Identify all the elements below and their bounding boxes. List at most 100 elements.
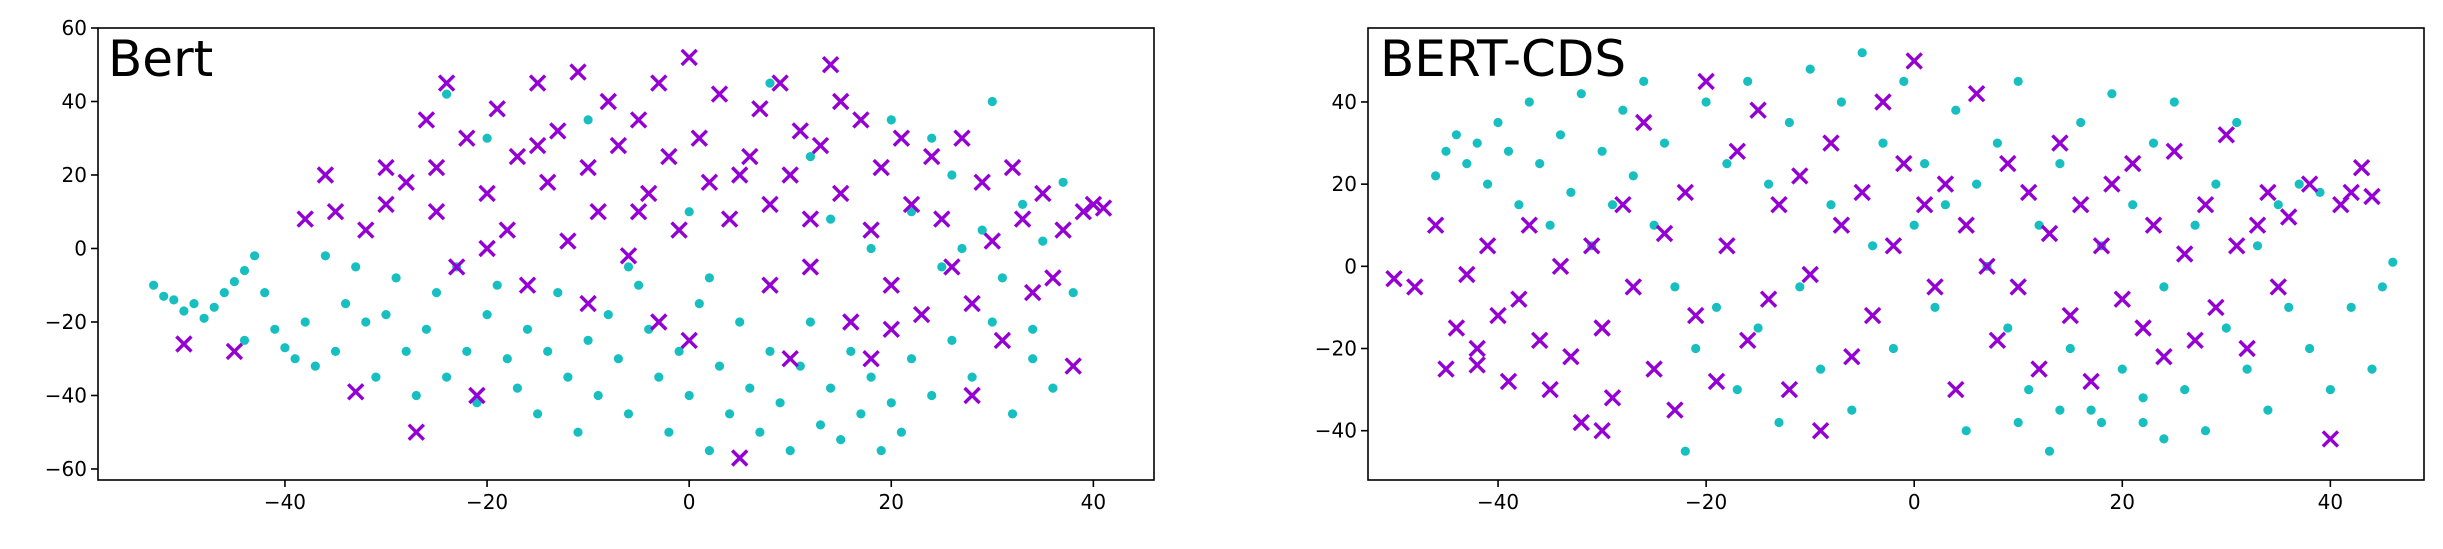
data-point-dot: [2263, 405, 2273, 415]
data-point-dot: [1805, 64, 1815, 74]
data-point-dot: [2211, 179, 2221, 189]
data-point-x: [1437, 360, 1455, 378]
data-point-x: [2248, 216, 2267, 234]
data-point-dot: [2148, 138, 2159, 148]
data-point-dot: [2086, 405, 2096, 415]
data-point-dot: [684, 207, 694, 217]
data-point-x: [872, 158, 890, 177]
data-point-x: [1094, 199, 1113, 217]
data-point-x: [1780, 380, 1799, 399]
data-point-dot: [967, 372, 977, 382]
data-point-dot: [795, 361, 805, 371]
data-point-x: [862, 349, 880, 368]
x-tick-label: 40: [2318, 490, 2343, 514]
data-point-x: [2123, 154, 2142, 173]
data-point-dot: [846, 346, 856, 356]
data-point-x: [1686, 306, 1705, 325]
data-point-x: [1843, 347, 1861, 366]
data-point-x: [1034, 184, 1052, 203]
data-point-x: [458, 129, 476, 147]
data-point-x: [1614, 195, 1632, 214]
data-point-dot: [937, 262, 947, 272]
data-point-x: [730, 449, 749, 467]
marks-layer: [149, 48, 1113, 467]
data-point-dot: [199, 313, 209, 323]
data-point-x: [1645, 360, 1663, 378]
data-point-x: [993, 331, 1012, 350]
data-point-x: [1084, 195, 1103, 214]
data-point-dot: [603, 310, 613, 320]
data-point-x: [650, 313, 668, 331]
data-point-x: [1064, 357, 1082, 375]
data-point-dot: [987, 317, 997, 327]
data-point-x: [629, 202, 648, 221]
data-point-dot: [411, 390, 421, 401]
data-point-dot: [381, 310, 391, 320]
y-tick-label: −20: [1315, 337, 1357, 361]
data-point-x: [538, 173, 557, 192]
marks-layer: [1385, 48, 2398, 456]
data-point-dot: [1535, 159, 1545, 169]
data-point-x: [1791, 167, 1809, 185]
data-point-x: [1905, 52, 1923, 70]
data-point-dot: [2013, 417, 2023, 428]
data-point-x: [175, 335, 193, 353]
data-point-dot: [725, 409, 735, 419]
x-tick-label: 0: [1908, 490, 1921, 514]
data-point-x: [1676, 183, 1695, 202]
data-point-dot: [482, 310, 492, 320]
y-tick-label: 0: [74, 236, 87, 260]
data-point-dot: [310, 361, 320, 371]
data-point-dot: [694, 299, 704, 309]
y-tick-label: 20: [1332, 172, 1357, 196]
data-point-dot: [785, 446, 795, 456]
data-point-dot: [1048, 383, 1058, 393]
data-point-dot: [1961, 426, 1971, 436]
y-tick-label: 40: [62, 89, 87, 113]
data-point-dot: [563, 372, 573, 382]
data-point-dot: [836, 435, 846, 445]
data-point-dot: [512, 383, 523, 393]
data-point-dot: [977, 225, 987, 235]
data-point-dot: [472, 398, 482, 408]
data-point-dot: [1670, 282, 1680, 292]
data-point-x: [1770, 195, 1788, 214]
data-point-dot: [1784, 117, 1794, 128]
data-point-x: [609, 136, 628, 155]
data-point-dot: [1826, 200, 1836, 210]
data-point-x: [1478, 237, 1497, 255]
data-point-x: [720, 210, 739, 228]
plot-area-frame: [1367, 27, 2425, 481]
data-point-x: [892, 129, 911, 147]
data-point-dot: [209, 302, 219, 312]
data-point-x: [2342, 183, 2360, 202]
data-point-x: [831, 92, 850, 111]
data-point-dot: [866, 243, 876, 254]
data-point-x: [1853, 183, 1871, 202]
data-point-dot: [522, 324, 533, 334]
data-point-x: [690, 129, 709, 147]
x-tick-label: −20: [466, 490, 508, 514]
data-point-x: [1468, 356, 1486, 374]
data-point-dot: [159, 291, 169, 301]
data-point-dot: [1878, 138, 1888, 148]
data-point-x: [963, 386, 981, 405]
data-point-dot: [169, 295, 179, 305]
data-point-dot: [573, 427, 583, 437]
data-point-dot: [371, 372, 381, 382]
data-point-x: [2175, 245, 2194, 263]
data-point-dot: [1597, 146, 1607, 156]
data-point-x: [1572, 413, 1591, 432]
data-point-x: [2071, 195, 2090, 214]
data-point-dot: [2169, 97, 2179, 107]
data-point-x: [447, 258, 466, 276]
data-point-x: [2030, 360, 2048, 378]
x-tick-label: −40: [1477, 490, 1519, 514]
data-point-dot: [2065, 343, 2075, 354]
data-point-dot: [674, 346, 684, 356]
data-point-dot: [1701, 97, 1711, 107]
data-point-x: [1895, 154, 1913, 173]
data-point-x: [771, 74, 789, 92]
x-tick-label: 0: [683, 490, 696, 514]
